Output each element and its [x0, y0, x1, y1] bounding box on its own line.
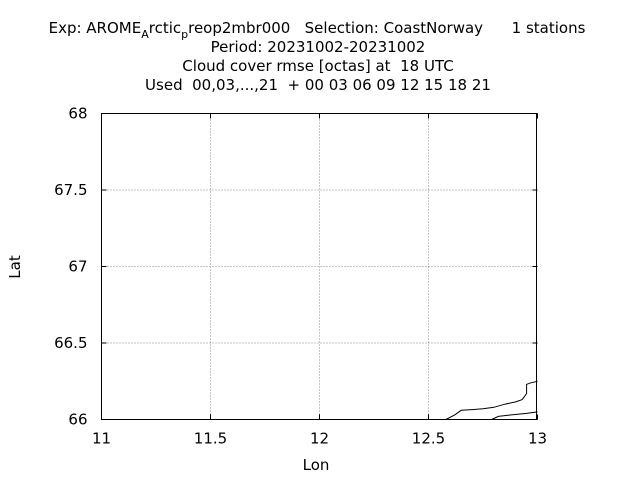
y-tick-label: 68	[68, 105, 87, 123]
title-exp-suffix: reop2mbr000 Selection: CoastNorway 1 sta…	[188, 19, 585, 37]
y-tick-label: 67.5	[54, 181, 87, 199]
grid	[101, 113, 538, 420]
y-tick-labels: 66 66.5 67 67.5 68	[54, 105, 538, 429]
title-exp-mid: rctic	[149, 19, 181, 37]
x-tick-labels: 11 11.5 12 12.5 13	[92, 113, 547, 448]
x-tick-label: 12.5	[412, 430, 445, 448]
series-layer	[445, 380, 538, 420]
x-tick-label: 11.5	[194, 430, 227, 448]
y-axis-label: Lat	[6, 255, 24, 279]
chart-title: Exp: AROMEArcticpreop2mbr000 Selection: …	[49, 19, 586, 94]
title-exp-sub1: A	[141, 28, 149, 41]
title-period: Period: 20231002-20231002	[211, 38, 426, 56]
title-used: Used 00,03,...,21 + 00 03 06 09 12 15 18…	[145, 76, 491, 94]
y-tick-label: 67	[68, 258, 87, 276]
coastline-series	[491, 411, 538, 420]
x-tick-label: 12	[310, 430, 329, 448]
y-tick-label: 66	[68, 411, 87, 429]
title-exp-line: Exp: AROMEArcticpreop2mbr000 Selection: …	[49, 19, 586, 41]
title-parameter: Cloud cover rmse [octas] at 18 UTC	[182, 57, 453, 75]
x-tick-label: 13	[528, 430, 547, 448]
x-axis-label: Lon	[303, 456, 330, 474]
x-tick-label: 11	[92, 430, 111, 448]
y-tick-label: 66.5	[54, 334, 87, 352]
title-exp-sub2: p	[181, 28, 188, 41]
title-exp-prefix: Exp: AROME	[49, 19, 142, 37]
coastline-series	[445, 380, 538, 420]
